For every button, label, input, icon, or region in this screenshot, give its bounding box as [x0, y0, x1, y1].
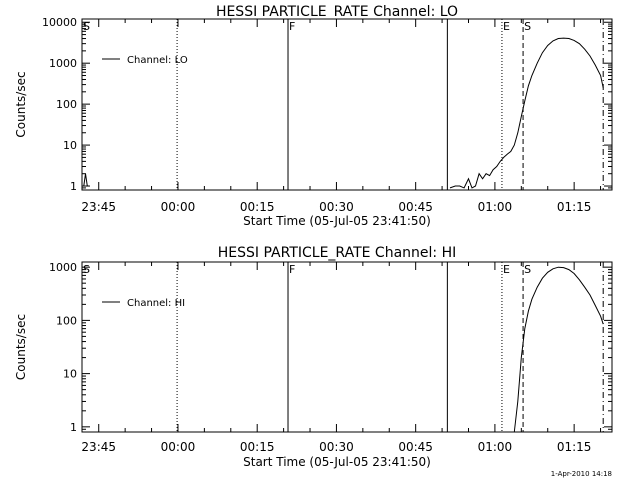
footer-timestamp: 1-Apr-2010 14:18	[551, 470, 612, 478]
chart-title: HESSI PARTICLE_RATE Channel: HI	[218, 245, 456, 261]
chart-panel-1: HESSI PARTICLE_RATE Channel: LO 1 10 100 100…	[14, 4, 613, 228]
x-tick-label: 00:30	[319, 200, 354, 214]
y-tick-label: 1	[70, 421, 77, 434]
time-marker-label: S	[83, 263, 90, 276]
x-tick-label: 01:15	[557, 440, 592, 454]
legend-label: Channel: LO	[127, 55, 188, 66]
time-marker-label: S	[83, 20, 90, 33]
x-axis-label: Start Time (05-Jul-05 23:41:50)	[243, 455, 431, 469]
x-tick-label: 00:30	[319, 440, 354, 454]
time-marker-label: S	[524, 263, 531, 276]
y-tick-label: 100	[56, 98, 77, 111]
time-marker-label: E	[503, 20, 510, 33]
x-tick-label: 00:00	[161, 200, 196, 214]
x-tick-label: 00:15	[240, 440, 275, 454]
x-axis-label: Start Time (05-Jul-05 23:41:50)	[243, 214, 431, 228]
y-axis-label: Counts/sec	[14, 71, 28, 137]
y-tick-label: 10000	[42, 16, 77, 29]
series-line	[513, 266, 604, 433]
x-tick-label: 01:15	[557, 200, 592, 214]
time-marker-label: S	[524, 20, 531, 33]
time-marker-label: E	[503, 263, 510, 276]
x-tick-label: 00:15	[240, 200, 275, 214]
y-tick-label: 10	[63, 139, 77, 152]
y-tick-label: 1	[70, 180, 77, 193]
x-tick-label: 23:45	[81, 200, 116, 214]
x-tick-label: 00:45	[398, 440, 433, 454]
series-line	[83, 173, 89, 187]
x-tick-label: 00:45	[398, 200, 433, 214]
time-marker-label: F	[289, 263, 295, 276]
y-tick-label: 1000	[49, 57, 77, 70]
y-tick-label: 10	[63, 368, 77, 381]
y-tick-label: 1000	[49, 261, 77, 274]
x-tick-label: 23:45	[81, 440, 116, 454]
x-tick-label: 01:00	[478, 440, 513, 454]
series-line	[449, 37, 604, 189]
chart-panel-2: HESSI PARTICLE_RATE Channel: HI 1 10 100 100…	[14, 245, 613, 469]
legend-label: Channel: HI	[127, 298, 185, 309]
x-tick-label: 00:00	[161, 440, 196, 454]
y-tick-label: 100	[56, 314, 77, 327]
y-axis-label: Counts/sec	[14, 314, 28, 380]
x-tick-label: 01:00	[478, 200, 513, 214]
chart-title: HESSI PARTICLE_RATE Channel: LO	[216, 4, 458, 20]
time-marker-label: F	[289, 20, 295, 33]
